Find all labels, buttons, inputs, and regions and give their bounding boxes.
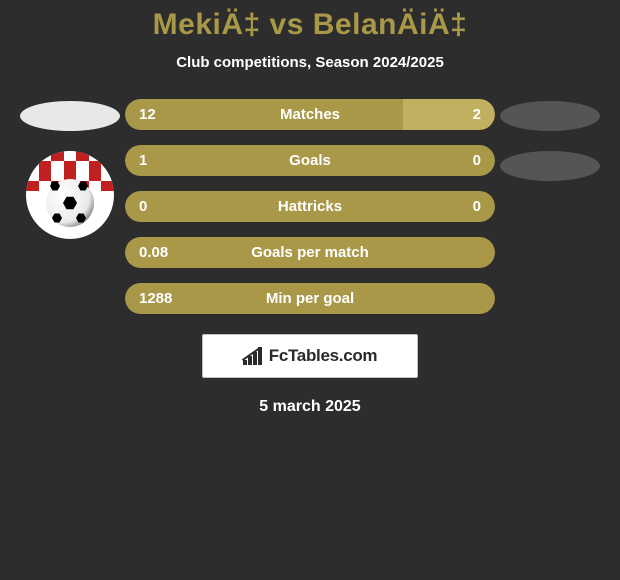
- right-team-ellipse-1: [500, 101, 600, 131]
- left-column: [15, 99, 125, 239]
- left-team-badge: [26, 151, 114, 239]
- page-title: MekiÄ‡ vs BelanÄiÄ‡: [153, 8, 468, 42]
- stat-bar: 12Matches2: [125, 99, 495, 130]
- stat-right-value: 2: [473, 106, 481, 123]
- soccer-ball-icon: [46, 179, 94, 227]
- stat-right-value: 0: [473, 152, 481, 169]
- left-team-ellipse: [20, 101, 120, 131]
- stat-label: Goals: [125, 152, 495, 169]
- stat-bar: 1288Min per goal: [125, 283, 495, 314]
- stat-right-value: 0: [473, 198, 481, 215]
- stat-label: Min per goal: [125, 290, 495, 307]
- stat-label: Matches: [125, 106, 495, 123]
- main-row: 12Matches21Goals00Hattricks00.08Goals pe…: [0, 99, 620, 314]
- stat-bar: 1Goals0: [125, 145, 495, 176]
- root: MekiÄ‡ vs BelanÄiÄ‡ Club competitions, S…: [0, 0, 620, 416]
- brand-box[interactable]: FcTables.com: [202, 334, 418, 378]
- right-team-ellipse-2: [500, 151, 600, 181]
- stats-bars: 12Matches21Goals00Hattricks00.08Goals pe…: [125, 99, 495, 314]
- stat-label: Hattricks: [125, 198, 495, 215]
- date-label: 5 march 2025: [259, 398, 360, 416]
- stat-bar: 0.08Goals per match: [125, 237, 495, 268]
- stat-label: Goals per match: [125, 244, 495, 261]
- bar-chart-icon: [243, 347, 265, 365]
- brand-text: FcTables.com: [269, 346, 378, 366]
- right-column: [495, 99, 605, 181]
- subtitle: Club competitions, Season 2024/2025: [176, 54, 444, 71]
- stat-bar: 0Hattricks0: [125, 191, 495, 222]
